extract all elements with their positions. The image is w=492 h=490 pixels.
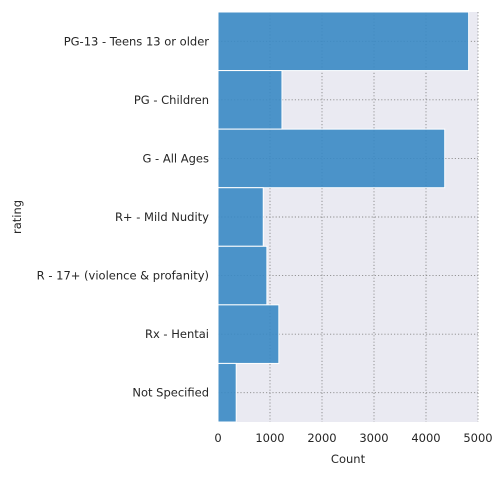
x-axis-label: Count: [331, 452, 366, 466]
y-tick-labels: PG-13 - Teens 13 or older PG - Children G …: [37, 34, 210, 399]
bar: [217, 70, 283, 130]
y-tick-label: PG-13 - Teens 13 or older: [64, 34, 210, 48]
y-tick-label: R - 17+ (violence & profanity): [37, 269, 209, 283]
x-tick-label: 2000: [307, 431, 336, 445]
bar: [217, 304, 280, 364]
y-tick-label: Not Specified: [132, 386, 209, 400]
x-tick-label: 5000: [463, 431, 492, 445]
x-tick-label: 0: [214, 431, 221, 445]
x-tick-label: 3000: [359, 431, 388, 445]
x-tick-label: 4000: [411, 431, 440, 445]
bar: [217, 245, 268, 306]
y-tick-label: G - All Ages: [142, 151, 209, 165]
x-tick-label: 1000: [255, 431, 284, 445]
y-axis-label: rating: [10, 200, 24, 234]
bar: [217, 187, 264, 247]
y-tick-label: R+ - Mild Nudity: [115, 210, 209, 224]
bar: [217, 362, 237, 423]
x-tick-labels: 0 1000 2000 3000 4000 5000: [214, 431, 492, 445]
bar: [217, 128, 446, 189]
bar: [217, 11, 470, 72]
y-tick-label: PG - Children: [134, 93, 209, 107]
bars: [217, 11, 470, 423]
y-tick-label: Rx - Hentai: [145, 327, 209, 341]
